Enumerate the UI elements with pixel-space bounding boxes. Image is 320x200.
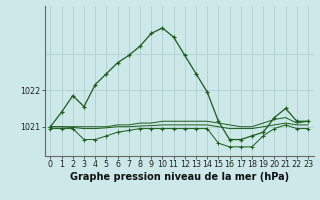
X-axis label: Graphe pression niveau de la mer (hPa): Graphe pression niveau de la mer (hPa) [70, 172, 289, 182]
